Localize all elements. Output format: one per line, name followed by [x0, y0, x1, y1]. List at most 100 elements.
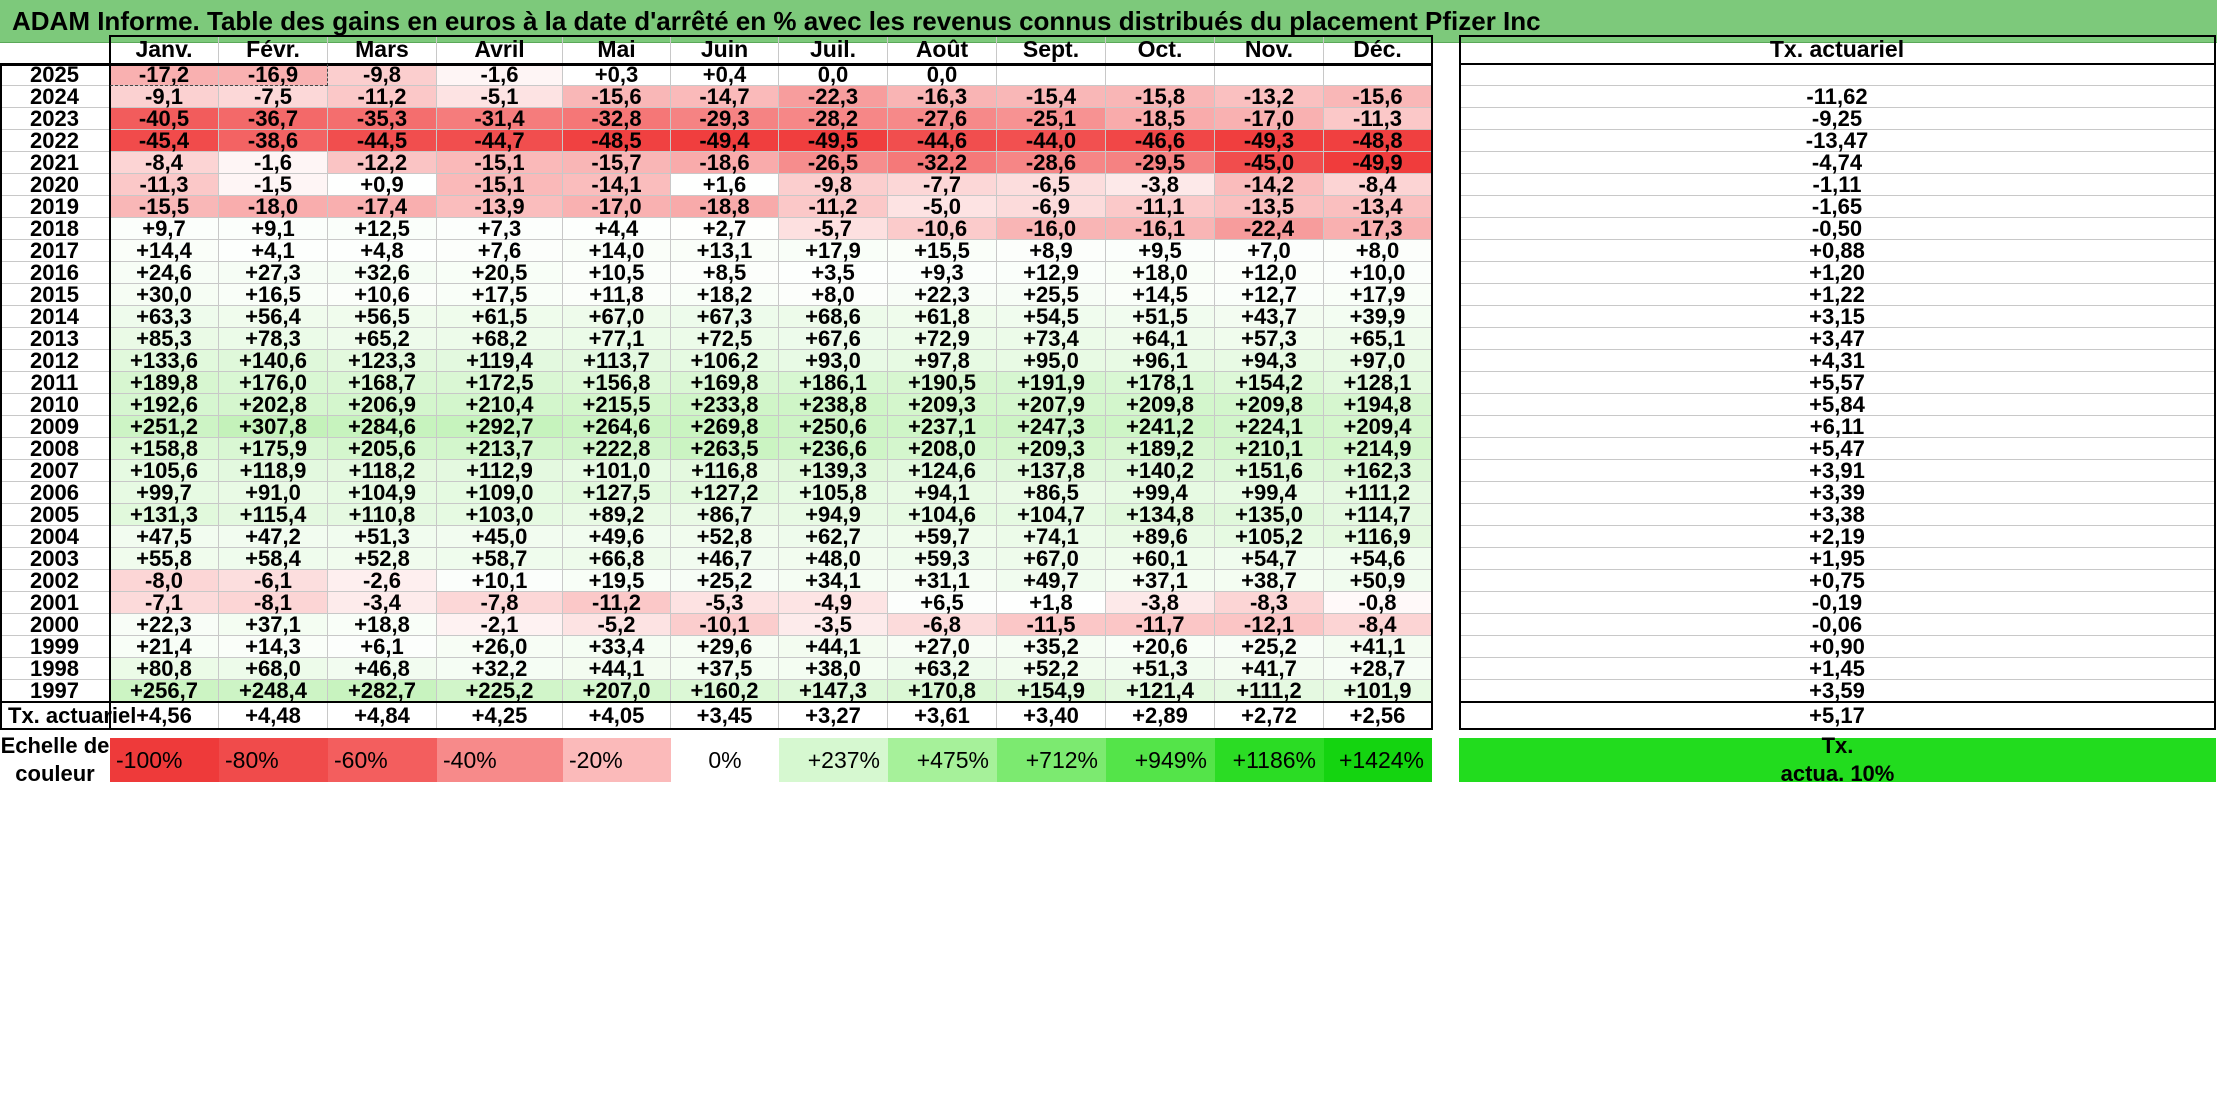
value-cell: +116,9: [1324, 524, 1432, 549]
value-cell: -29,3: [671, 106, 779, 131]
value-cell: +284,6: [328, 414, 437, 439]
value-cell: +13,1: [671, 238, 779, 263]
value-cell: -17,0: [1215, 106, 1324, 131]
value-cell: +37,1: [1106, 568, 1215, 593]
value-cell: -3,5: [779, 612, 888, 637]
value-cell: +61,8: [888, 304, 997, 329]
value-cell: +1,6: [671, 172, 779, 197]
value-cell: -11,2: [328, 84, 437, 109]
value-cell: +51,5: [1106, 304, 1215, 329]
footer-value-cell: +4,48: [219, 702, 328, 730]
value-cell: +118,2: [328, 458, 437, 483]
rate-cell: +5,84: [1459, 392, 2216, 417]
year-cell: 2024: [0, 84, 110, 109]
value-cell: +7,6: [437, 238, 563, 263]
value-cell: +44,1: [779, 634, 888, 659]
value-cell: -8,4: [110, 150, 219, 175]
month-header: Août: [888, 35, 997, 64]
value-cell: +264,6: [563, 414, 671, 439]
year-cell: 2017: [0, 238, 110, 263]
value-cell: +44,1: [563, 656, 671, 681]
value-cell: +99,4: [1215, 480, 1324, 505]
value-cell: +30,0: [110, 282, 219, 307]
value-cell: +17,5: [437, 282, 563, 307]
value-cell: +10,5: [563, 260, 671, 285]
footer-value-cell: +3,40: [997, 702, 1106, 730]
month-header: Juin: [671, 35, 779, 64]
value-cell: +114,7: [1324, 502, 1432, 527]
value-cell: +60,1: [1106, 546, 1215, 571]
value-cell: -3,8: [1106, 590, 1215, 615]
value-cell: +52,8: [671, 524, 779, 549]
footer-value-cell: +3,27: [779, 702, 888, 730]
value-cell: +95,0: [997, 348, 1106, 373]
footer-divider: [0, 701, 1433, 703]
scale-label-line2: couleur: [15, 761, 95, 786]
value-cell: +67,0: [997, 546, 1106, 571]
year-cell: 2013: [0, 326, 110, 351]
value-cell: +127,5: [563, 480, 671, 505]
value-cell: +67,6: [779, 326, 888, 351]
value-cell: -12,2: [328, 150, 437, 175]
value-cell: +22,3: [888, 282, 997, 307]
value-cell: +25,5: [997, 282, 1106, 307]
value-cell: +248,4: [219, 678, 328, 703]
value-cell: +202,8: [219, 392, 328, 417]
value-cell: +94,9: [779, 502, 888, 527]
value-cell: +9,3: [888, 260, 997, 285]
year-cell: 2010: [0, 392, 110, 417]
footer-rate-cell: +5,17: [1459, 702, 2216, 730]
value-cell: -31,4: [437, 106, 563, 131]
value-cell: +14,0: [563, 238, 671, 263]
value-cell: -45,0: [1215, 150, 1324, 175]
value-cell: -26,5: [779, 150, 888, 175]
value-cell: -5,1: [437, 84, 563, 109]
value-cell: -16,0: [997, 216, 1106, 241]
value-cell: +10,0: [1324, 260, 1432, 285]
value-cell: +156,8: [563, 370, 671, 395]
value-cell: +206,9: [328, 392, 437, 417]
value-cell: -44,0: [997, 128, 1106, 153]
value-cell: -11,2: [779, 194, 888, 219]
value-cell: -14,1: [563, 172, 671, 197]
value-cell: -7,5: [219, 84, 328, 109]
footer-value-cell: +4,25: [437, 702, 563, 730]
footer-value-cell: +2,89: [1106, 702, 1215, 730]
value-cell: +127,2: [671, 480, 779, 505]
value-cell: +68,2: [437, 326, 563, 351]
value-cell: -8,0: [110, 568, 219, 593]
page-title: ADAM Informe. Table des gains en euros à…: [12, 6, 1541, 36]
value-cell: -15,7: [563, 150, 671, 175]
value-cell: +9,1: [219, 216, 328, 241]
value-cell: +6,1: [328, 634, 437, 659]
value-cell: +56,4: [219, 304, 328, 329]
value-cell: +99,4: [1106, 480, 1215, 505]
footer-value-cell: +4,84: [328, 702, 437, 730]
value-cell: -3,4: [328, 590, 437, 615]
value-cell: +292,7: [437, 414, 563, 439]
value-cell: -32,2: [888, 150, 997, 175]
rate-cell: +4,31: [1459, 348, 2216, 373]
year-cell: 2000: [0, 612, 110, 637]
value-cell: +94,3: [1215, 348, 1324, 373]
value-cell: +8,0: [1324, 238, 1432, 263]
value-cell: +72,9: [888, 326, 997, 351]
value-cell: +168,7: [328, 370, 437, 395]
year-cell: 2011: [0, 370, 110, 395]
value-cell: -3,8: [1106, 172, 1215, 197]
value-cell: -0,8: [1324, 590, 1432, 615]
value-cell: +207,0: [563, 678, 671, 703]
year-cell: 2014: [0, 304, 110, 329]
value-cell: +175,9: [219, 436, 328, 461]
scale-rate-line2: actua. 10%: [1780, 761, 1895, 786]
value-cell: -14,7: [671, 84, 779, 109]
value-cell: +29,6: [671, 634, 779, 659]
value-cell: [1215, 64, 1324, 86]
rate-cell: +1,22: [1459, 282, 2216, 307]
rate-header: Tx. actuariel: [1459, 35, 2216, 64]
value-cell: +112,9: [437, 458, 563, 483]
value-cell: +68,0: [219, 656, 328, 681]
value-cell: +158,8: [110, 436, 219, 461]
value-cell: +85,3: [110, 326, 219, 351]
rate-cell: +0,75: [1459, 568, 2216, 593]
